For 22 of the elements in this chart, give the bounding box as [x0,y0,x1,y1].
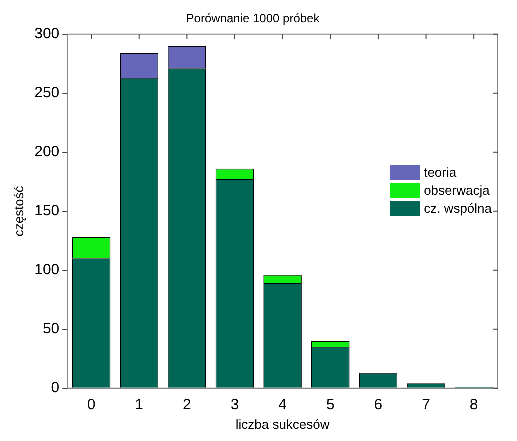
chart-title: Porównanie 1000 próbek [186,12,321,26]
legend-label: cz. wspólna [424,200,493,216]
x-tick-label: 1 [135,396,144,414]
x-tick-label: 4 [278,396,287,414]
y-tick-label: 0 [51,380,60,397]
x-tick-label: 6 [374,396,383,414]
y-tick-label: 50 [42,320,60,338]
x-tick-label: 5 [326,396,335,414]
x-tick-label: 8 [470,396,478,414]
y-tick-label: 300 [34,26,60,43]
x-axis-title: liczba sukcesów [236,416,330,432]
y-tick-label: 250 [34,84,60,102]
legend-label: teoria [424,164,458,180]
y-axis-title: częstość [11,186,26,237]
x-tick-label: 2 [183,396,192,414]
x-tick-label: 7 [422,396,430,414]
y-tick-label: 200 [34,144,60,161]
legend-label: obserwacja [424,182,491,198]
y-tick-label: 150 [34,202,60,220]
x-tick-label: 3 [230,396,240,414]
y-tick-label: 100 [34,262,60,279]
x-tick-label: 0 [87,396,96,414]
